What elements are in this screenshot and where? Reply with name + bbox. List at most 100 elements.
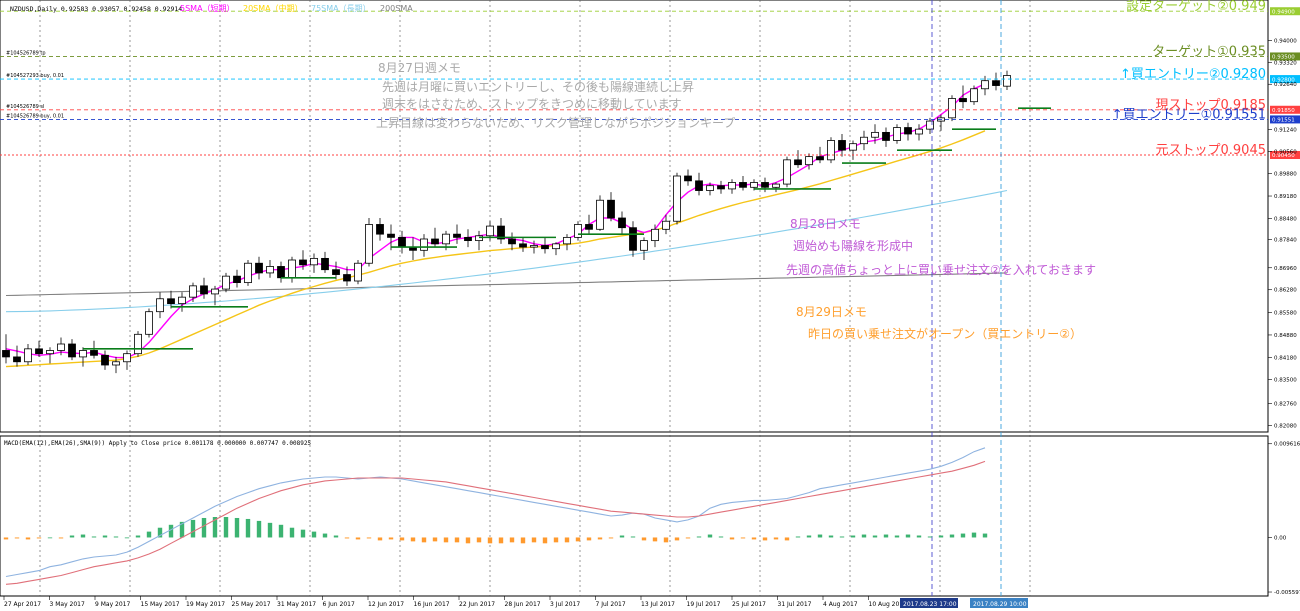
candle-body bbox=[651, 228, 659, 242]
symbol-info: NZDUSD,Daily 0.92583 0.93057 0.92458 0.9… bbox=[10, 5, 182, 13]
level-order-text: #104527293 buy, 0.01 bbox=[6, 73, 64, 79]
macd-histogram-bar bbox=[564, 537, 570, 543]
macd-histogram-bar bbox=[949, 534, 955, 538]
candle-body bbox=[376, 224, 384, 235]
date-label: 31 Jul 2017 bbox=[778, 601, 812, 608]
memo-aug27-title: 8月27日週メモ bbox=[378, 61, 461, 75]
level-price-tag bbox=[1270, 115, 1300, 124]
candle-body bbox=[57, 343, 65, 351]
macd-histogram-bar bbox=[674, 537, 680, 541]
level-order-text: #104526789 sl bbox=[6, 104, 44, 110]
candle-body bbox=[486, 225, 494, 237]
level-order-text: #104526789 tp bbox=[6, 50, 46, 56]
macd-histogram-bar bbox=[245, 518, 251, 538]
price-tick-label: 0.84180 bbox=[1274, 356, 1297, 362]
macd-histogram-bar bbox=[762, 537, 768, 541]
level-annotation: ↑買エントリー②0.9280 bbox=[1120, 67, 1266, 82]
price-tick-label: 0.93320 bbox=[1274, 60, 1297, 66]
macd-histogram-bar bbox=[982, 533, 988, 538]
candle-body bbox=[816, 156, 824, 161]
macd-histogram-bar bbox=[465, 537, 471, 544]
macd-histogram-bar bbox=[278, 524, 284, 538]
price-tick-label: 0.90560 bbox=[1274, 149, 1297, 155]
level-annotation: ↑買エントリー①0.91551 bbox=[1112, 107, 1266, 122]
date-marker-tag bbox=[900, 598, 958, 608]
macd-histogram-bar bbox=[256, 520, 262, 538]
macd-histogram-bar bbox=[883, 534, 889, 538]
price-tick-label: 0.86280 bbox=[1274, 288, 1297, 294]
macd-histogram-bar bbox=[234, 517, 240, 538]
candle-body bbox=[794, 159, 802, 166]
macd-histogram-bar bbox=[707, 534, 713, 538]
macd-histogram-bar bbox=[58, 537, 64, 539]
macd-histogram-bar bbox=[828, 535, 834, 538]
macd-histogram-bar bbox=[289, 527, 295, 538]
macd-histogram-bar bbox=[751, 537, 757, 540]
level-price-tag bbox=[1270, 105, 1300, 114]
macd-histogram-bar bbox=[476, 537, 482, 543]
sma75-line bbox=[5, 189, 1008, 313]
macd-histogram-bar bbox=[509, 537, 515, 543]
candle-body bbox=[244, 262, 252, 284]
candle-body bbox=[288, 259, 296, 279]
candle-body bbox=[442, 233, 450, 245]
moving-averages bbox=[5, 83, 1008, 368]
level-annotation: 現ストップ0.9185 bbox=[1156, 98, 1267, 113]
sma5-line bbox=[5, 83, 986, 359]
macd-histogram-bar bbox=[839, 536, 845, 538]
price-tick-label: 0.91240 bbox=[1274, 127, 1297, 133]
candle-body bbox=[46, 350, 54, 355]
level-order-text: #104526789 buy, 0.01 bbox=[6, 113, 64, 119]
candle-body bbox=[574, 224, 582, 238]
date-label: 22 Jun 2017 bbox=[459, 601, 495, 608]
macd-histogram-bar bbox=[916, 535, 922, 538]
candle-body bbox=[728, 182, 736, 190]
macd-histogram-bar bbox=[685, 537, 691, 539]
macd-histogram-bar bbox=[443, 537, 449, 543]
level-price-tag bbox=[1270, 75, 1300, 84]
macd-histogram-bar bbox=[201, 517, 207, 538]
macd-histogram-bar bbox=[3, 537, 9, 540]
candle-body bbox=[519, 243, 527, 248]
macd-histogram-bar bbox=[773, 537, 779, 540]
memo-aug28-line1: 週始めも陽線を形成中 bbox=[793, 238, 913, 253]
level-price-tag-text: 0.94900 bbox=[1272, 9, 1295, 15]
candle-body bbox=[904, 127, 912, 135]
macd-signal-line bbox=[5, 460, 986, 585]
memo-aug27: 8月27日週メモ 先週は月曜に買いエントリーし、その後も陽線連続し上昇 週末をは… bbox=[376, 61, 735, 130]
candle-body bbox=[552, 243, 560, 250]
macd-histogram-bar bbox=[146, 531, 152, 538]
candle-body bbox=[596, 199, 604, 230]
price-tick-label: 0.82760 bbox=[1274, 401, 1297, 407]
candle-body bbox=[530, 245, 538, 248]
candle-body bbox=[640, 240, 648, 251]
candle-body bbox=[948, 98, 956, 119]
candle-body bbox=[772, 183, 780, 188]
candle-body bbox=[321, 257, 329, 271]
macd-histogram-bar bbox=[784, 537, 790, 541]
candle-body bbox=[959, 98, 967, 103]
level-annotation: 元ストップ0.9045 bbox=[1156, 143, 1267, 158]
macd-histogram-bar bbox=[388, 537, 394, 540]
macd-tick-label: -0.005597 bbox=[1274, 590, 1300, 596]
macd-histogram-bar bbox=[25, 537, 31, 540]
date-label: 6 Jun 2017 bbox=[323, 601, 355, 608]
price-axis: 0.94000 0.93320 0.92640 0.91240 0.90560 0.898… bbox=[1268, 38, 1297, 429]
macd-histogram-bar bbox=[861, 534, 867, 538]
macd-histogram-bar bbox=[333, 535, 339, 538]
macd-tick-label: 0.009616 bbox=[1274, 442, 1300, 448]
candle-body bbox=[332, 269, 340, 275]
sma200-line bbox=[5, 272, 1008, 297]
level-price-tag bbox=[1270, 7, 1300, 16]
candle-body bbox=[13, 356, 21, 363]
macd-histogram-bar bbox=[740, 537, 746, 539]
macd-histogram-bar bbox=[69, 535, 75, 538]
candle-body bbox=[101, 354, 109, 366]
macd-histogram-bar bbox=[355, 537, 361, 540]
candle-body bbox=[68, 343, 76, 358]
candle-body bbox=[299, 259, 307, 266]
candle-body bbox=[673, 175, 681, 222]
macd-histogram-bar bbox=[520, 537, 526, 544]
candle-body bbox=[365, 224, 373, 264]
